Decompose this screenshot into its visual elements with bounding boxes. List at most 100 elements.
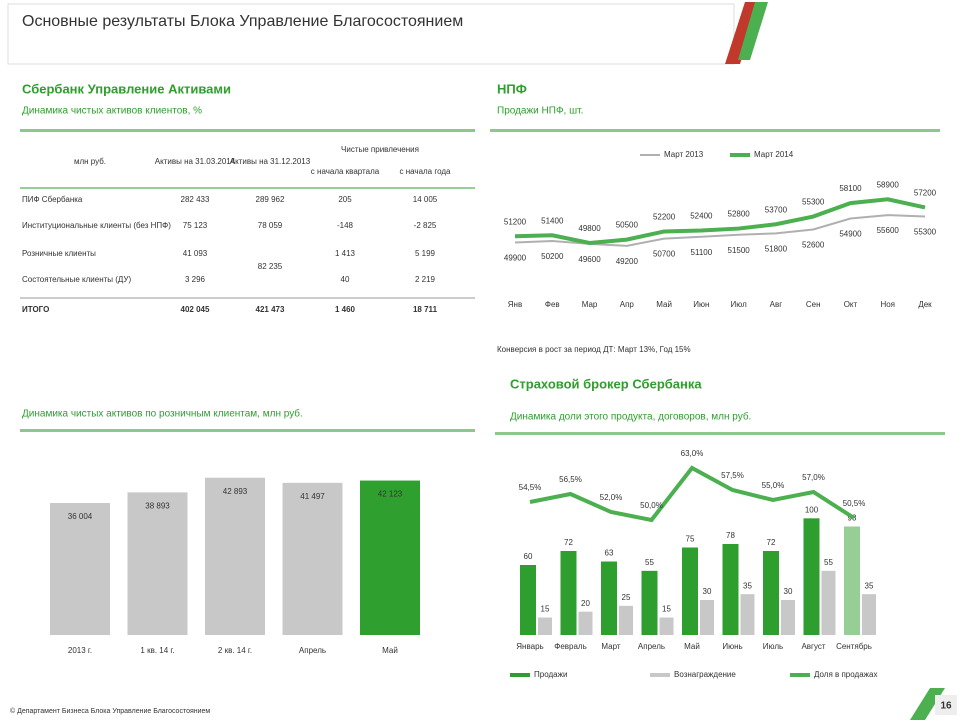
legend-label: Продажи (534, 670, 567, 679)
bar (560, 551, 577, 635)
data-label: 51100 (691, 248, 713, 257)
legend-label: Март 2014 (754, 150, 794, 159)
data-label: 72 (564, 538, 573, 547)
data-label: 55,0% (762, 481, 785, 490)
table-cell: 3 296 (185, 275, 206, 284)
data-label: 52,0% (600, 493, 623, 502)
x-tick-label: Август (801, 642, 825, 651)
x-tick-label: Июнь (722, 642, 742, 651)
data-label: 55600 (877, 226, 900, 235)
bar (50, 502, 110, 635)
data-label: 63,0% (681, 449, 704, 458)
data-label: 38 893 (145, 502, 170, 511)
bar (601, 561, 617, 635)
x-tick-label: Авг (770, 300, 783, 309)
section-subtitle: Динамика доли этого продукта, договоров,… (510, 411, 751, 423)
data-label: 15 (541, 605, 550, 614)
data-label: 52200 (653, 213, 676, 222)
table-cell: 2 219 (415, 275, 436, 284)
x-tick-label: Мар (582, 300, 598, 309)
legend-label: Март 2013 (664, 150, 704, 159)
table-cell: 421 473 (256, 305, 285, 314)
rule (20, 129, 475, 132)
data-label: 15 (662, 605, 671, 614)
x-tick-label: Апрель (638, 642, 665, 651)
data-label: 72 (767, 538, 776, 547)
x-tick-label: Ноя (880, 300, 895, 309)
column-header: Активы на 31.12.2013 (230, 157, 311, 166)
section-title: Страховой брокер Сбербанка (510, 376, 702, 391)
data-label: 50200 (541, 252, 564, 261)
bar (740, 594, 755, 635)
page-box (935, 695, 957, 715)
x-tick-label: Фев (545, 300, 560, 309)
x-tick-label: Февраль (554, 642, 587, 651)
bar (821, 570, 836, 635)
group-header: Чистые привлечения (341, 145, 419, 154)
legend-label: Доля в продажах (814, 670, 877, 679)
x-tick-label: 1 кв. 14 г. (140, 646, 174, 655)
x-tick-label: Окт (844, 300, 858, 309)
data-label: 52400 (690, 212, 713, 221)
data-label: 50500 (616, 221, 639, 230)
data-label: 50700 (653, 250, 676, 259)
data-label: 57,5% (721, 471, 744, 480)
stripe (738, 2, 768, 60)
x-tick-label: Май (382, 646, 398, 655)
data-label: 51800 (765, 244, 788, 253)
data-label: 57,0% (802, 473, 825, 482)
data-label: 42 893 (223, 487, 248, 496)
bar (682, 547, 698, 635)
section-subtitle: Динамика чистых активов клиентов, % (22, 106, 202, 117)
bar (205, 477, 265, 635)
data-label: 78 (726, 531, 735, 540)
bar (360, 480, 420, 635)
table-cell: 402 045 (181, 305, 210, 314)
bar (641, 570, 658, 635)
data-label: 55 (824, 558, 833, 567)
row-label: Институциональные клиенты (без НПФ) (22, 221, 171, 230)
table-cell: 18 711 (413, 305, 438, 314)
data-label: 36 004 (68, 512, 93, 521)
bar (763, 551, 779, 635)
table-cell: 82 235 (258, 262, 283, 271)
x-tick-label: 2013 г. (68, 646, 92, 655)
data-label: 53700 (765, 205, 788, 214)
data-label: 100 (805, 505, 819, 514)
x-tick-label: Сентябрь (836, 642, 872, 651)
x-tick-label: Июль (763, 642, 783, 651)
slide-title: Основные результаты Блока Управление Бла… (22, 13, 463, 30)
page-number: 16 (940, 701, 952, 712)
series-line (514, 197, 926, 245)
data-label: 58100 (839, 184, 862, 193)
legend-label: Вознаграждение (674, 670, 736, 679)
data-label: 20 (581, 599, 590, 608)
section-title: НПФ (497, 81, 527, 96)
column-header: с начала квартала (311, 167, 380, 176)
x-tick-label: Дек (918, 300, 932, 309)
x-tick-label: Январь (516, 642, 543, 651)
data-label: 52600 (802, 241, 825, 250)
bar (520, 565, 536, 635)
bar (538, 617, 552, 635)
data-label: 30 (703, 587, 712, 596)
table-cell: -148 (337, 221, 354, 230)
data-label: 54,5% (519, 483, 542, 492)
row-label: Розничные клиенты (22, 249, 96, 258)
data-label: 55 (645, 558, 654, 567)
bar (619, 605, 633, 635)
data-label: 60 (524, 552, 533, 561)
data-label: 49200 (616, 257, 639, 266)
row-label: ИТОГО (22, 305, 49, 314)
bar (578, 611, 593, 635)
x-tick-label: Сен (806, 300, 821, 309)
data-label: 55300 (802, 198, 825, 207)
column-header: с начала года (399, 167, 451, 176)
data-label: 63 (605, 549, 614, 558)
table-cell: 205 (338, 195, 352, 204)
bar (781, 600, 795, 635)
bar (700, 600, 714, 635)
bar (127, 492, 188, 635)
data-label: 56,5% (559, 475, 582, 484)
